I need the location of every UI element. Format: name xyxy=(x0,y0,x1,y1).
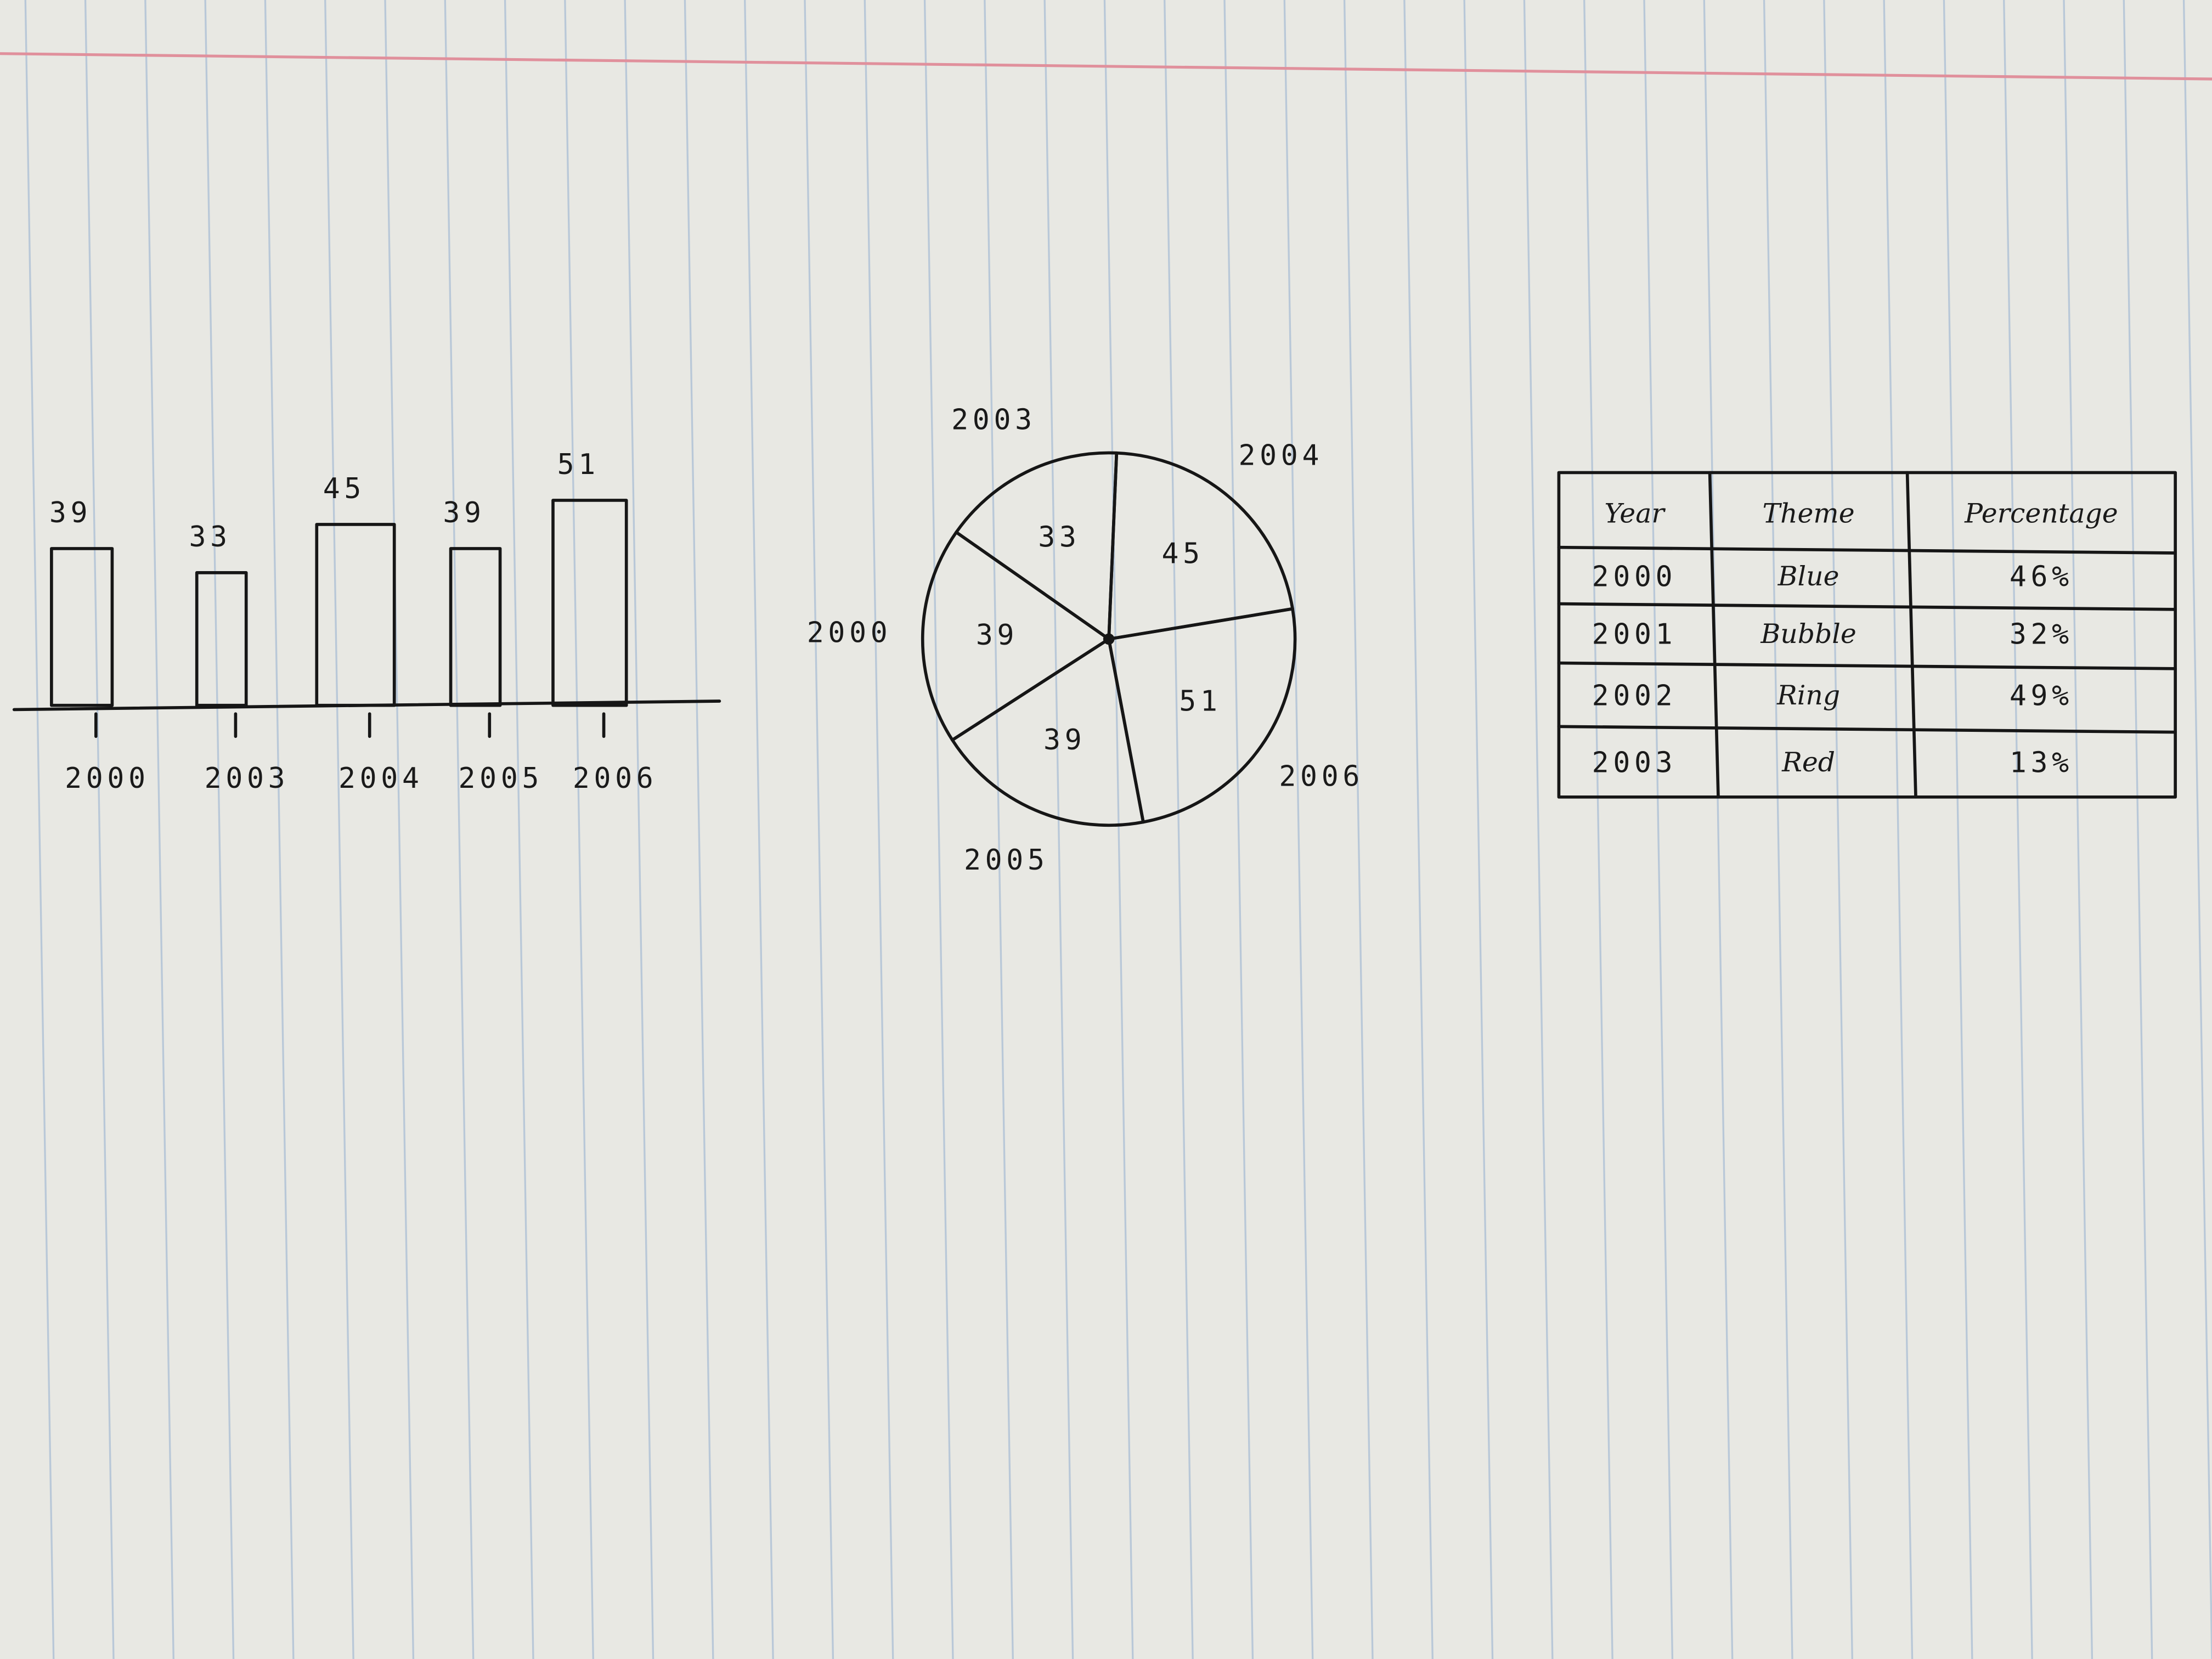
rule-line xyxy=(264,0,295,1659)
slice-category-label: 2004 xyxy=(1238,439,1323,472)
slice-category-label: 2003 xyxy=(951,403,1036,436)
table-cell: 32% xyxy=(2010,618,2073,651)
pie-slice xyxy=(951,637,1145,827)
rule-line xyxy=(564,0,594,1659)
x-tick-label: 2005 xyxy=(459,762,544,795)
table-cell: Ring xyxy=(1776,680,1840,711)
rule-line xyxy=(1223,0,1254,1659)
table-cell: 2001 xyxy=(1592,618,1677,651)
bar xyxy=(195,571,248,707)
slice-value-label: 51 xyxy=(1179,685,1221,718)
table-cell: Blue xyxy=(1778,561,1839,592)
rule-line xyxy=(144,0,174,1659)
column-rule xyxy=(1905,471,1917,799)
rule-line xyxy=(2182,0,2212,1659)
bar xyxy=(315,523,396,707)
rule-line xyxy=(204,0,235,1659)
rule-line xyxy=(804,0,834,1659)
table-header-cell: Percentage xyxy=(1964,498,2118,529)
rule-line xyxy=(504,0,534,1659)
table-header-cell: Theme xyxy=(1762,498,1854,529)
rule-line xyxy=(1763,0,1793,1659)
rule-line xyxy=(744,0,774,1659)
table-cell: 2003 xyxy=(1592,747,1677,780)
bar-value-label: 33 xyxy=(189,521,231,554)
bar-value-label: 39 xyxy=(443,496,485,529)
x-tick-label: 2006 xyxy=(573,762,658,795)
pie-slice xyxy=(1107,607,1297,824)
rule-line xyxy=(1343,0,1374,1659)
slice-value-label: 39 xyxy=(976,619,1018,652)
rule-line xyxy=(1703,0,1734,1659)
pie-slice xyxy=(955,451,1119,641)
slice-value-label: 33 xyxy=(1038,521,1080,554)
rule-line xyxy=(444,0,475,1659)
table-cell: 46% xyxy=(2010,560,2073,593)
slice-value-label: 39 xyxy=(1043,724,1086,757)
slice-value-label: 45 xyxy=(1161,537,1204,570)
row-rule xyxy=(1557,602,2177,611)
row-rule xyxy=(1557,725,2177,734)
rule-line xyxy=(1283,0,1314,1659)
rule-line xyxy=(1043,0,1074,1659)
rule-line xyxy=(864,0,894,1659)
rule-line xyxy=(2123,0,2153,1659)
rule-line xyxy=(1643,0,1674,1659)
rule-line xyxy=(984,0,1014,1659)
rule-line xyxy=(84,0,115,1659)
rule-line xyxy=(1583,0,1613,1659)
rule-line xyxy=(1463,0,1494,1659)
table-cell: 13% xyxy=(2010,747,2073,780)
bar-value-label: 39 xyxy=(49,496,92,529)
row-rule xyxy=(1557,545,2177,555)
slice-category-label: 2000 xyxy=(807,616,892,649)
x-tick-label: 2004 xyxy=(338,762,424,795)
rule-line xyxy=(384,0,415,1659)
rule-line xyxy=(1164,0,1194,1659)
rule-line xyxy=(923,0,954,1659)
rule-line xyxy=(1103,0,1134,1659)
rule-line xyxy=(2063,0,2094,1659)
pie-slice xyxy=(921,531,1110,742)
bar xyxy=(551,499,628,707)
bar-value-label: 45 xyxy=(323,472,365,505)
rule-line xyxy=(1403,0,1434,1659)
slice-category-label: 2005 xyxy=(964,844,1049,877)
table-cell: Bubble xyxy=(1760,618,1856,650)
table-cell: 49% xyxy=(2010,680,2073,713)
paper-rules xyxy=(24,0,2212,1659)
table-cell: 2000 xyxy=(1592,560,1677,593)
x-tick-label: 2000 xyxy=(65,762,150,795)
column-rule xyxy=(1708,471,1720,799)
margin-line xyxy=(0,52,2212,81)
x-tick-label: 2003 xyxy=(205,762,290,795)
bar xyxy=(50,547,114,707)
bar xyxy=(449,547,502,707)
bar-value-label: 51 xyxy=(557,448,600,481)
rule-line xyxy=(684,0,714,1659)
table-header-cell: Year xyxy=(1604,498,1666,529)
pie-slice xyxy=(1107,451,1294,641)
table-border xyxy=(1557,471,2177,799)
rule-line xyxy=(1523,0,1554,1659)
rule-line xyxy=(1943,0,1973,1659)
slice-category-label: 2006 xyxy=(1279,760,1364,793)
rule-line xyxy=(624,0,654,1659)
rule-line xyxy=(24,0,55,1659)
table-cell: Red xyxy=(1781,747,1835,778)
rule-line xyxy=(1883,0,1914,1659)
rule-line xyxy=(2003,0,2033,1659)
rule-line xyxy=(324,0,354,1659)
row-rule xyxy=(1557,661,2177,670)
rule-line xyxy=(1823,0,1853,1659)
table-cell: 2002 xyxy=(1592,680,1677,713)
